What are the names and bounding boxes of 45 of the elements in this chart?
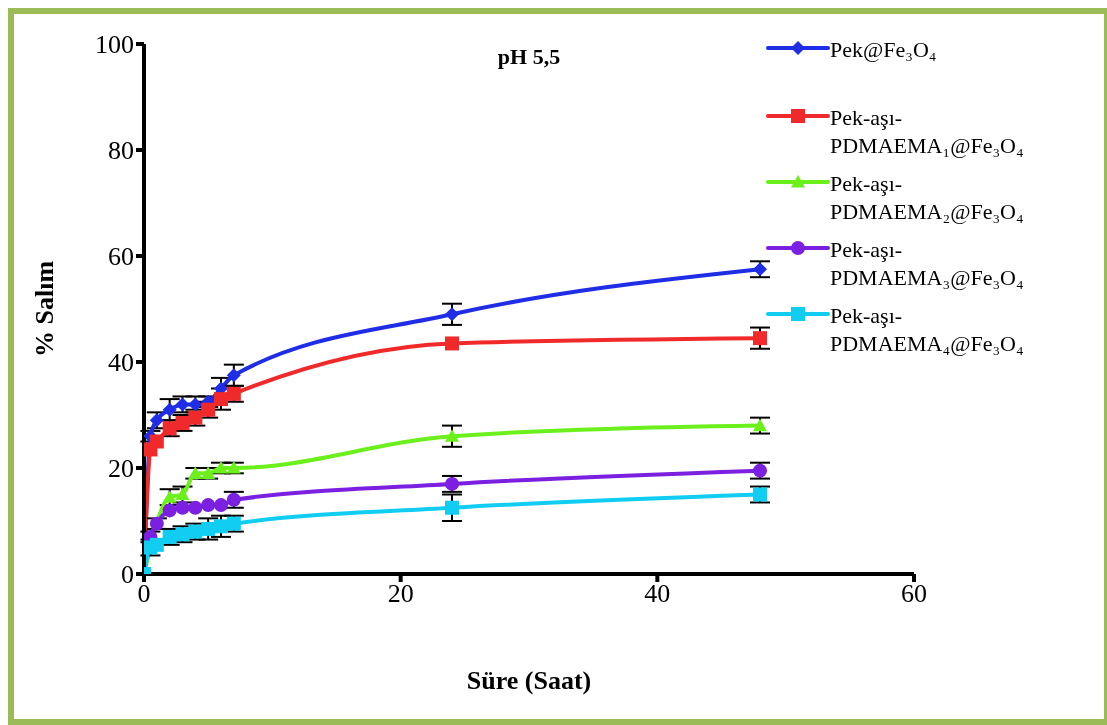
y-tick-label: 60: [108, 242, 134, 272]
point: [149, 434, 164, 449]
point: [149, 516, 164, 531]
x-axis-title: Süre (Saat): [466, 666, 592, 695]
point: [214, 498, 228, 513]
point: [753, 331, 767, 346]
legend-label: Pek-aşı-PDMAEMA₂@Fe₃O₄: [830, 170, 1024, 226]
point: [149, 537, 164, 552]
point: [162, 503, 177, 518]
point: [162, 490, 177, 503]
point: [201, 466, 216, 479]
x-tick-label: 60: [901, 579, 927, 609]
point: [188, 500, 203, 515]
y-tick-label: 100: [95, 30, 134, 60]
legend-label: Pek-aşı-PDMAEMA₃@Fe₃O₄: [830, 236, 1024, 292]
point: [226, 492, 241, 507]
point: [753, 487, 767, 502]
point: [214, 461, 228, 474]
x-tick-label: 20: [387, 579, 414, 609]
point: [753, 262, 767, 277]
point: [226, 461, 241, 474]
point: [201, 402, 216, 417]
point: [175, 500, 190, 515]
point: [753, 463, 767, 478]
point: [445, 307, 459, 322]
chart-title: pH 5,5: [497, 44, 561, 69]
y-axis-title: % Salım: [30, 260, 60, 358]
legend-label: Pek@Fe₃O₄: [830, 36, 937, 64]
point: [445, 336, 459, 351]
point: [162, 402, 177, 417]
y-tick-label: 20: [108, 454, 134, 484]
point: [214, 392, 228, 407]
point: [753, 418, 767, 432]
point: [188, 466, 203, 479]
point: [445, 429, 459, 442]
y-tick-label: 40: [108, 348, 134, 378]
point: [201, 498, 216, 513]
y-tick-label: 0: [121, 560, 134, 590]
point: [445, 500, 459, 515]
point: [226, 368, 241, 383]
y-tick-label: 80: [108, 136, 134, 166]
x-tick-label: 40: [644, 579, 671, 609]
legend-label: Pek-aşı-PDMAEMA₁@Fe₃O₄: [830, 104, 1024, 160]
point: [149, 413, 164, 428]
legend-label: Pek-aşı-PDMAEMA₄@Fe₃O₄: [830, 302, 1024, 358]
